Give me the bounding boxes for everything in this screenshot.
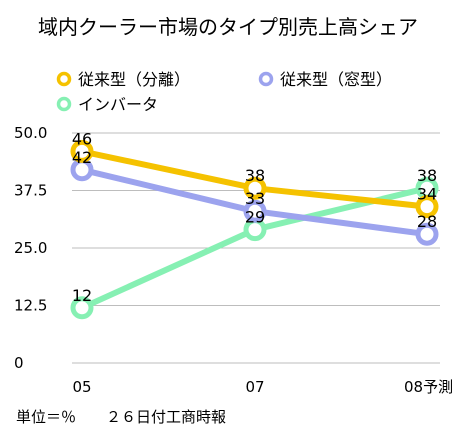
y-tick-label: 0 <box>14 354 24 372</box>
data-label: 34 <box>417 185 437 204</box>
data-point <box>415 222 439 246</box>
data-label: 28 <box>417 212 437 231</box>
legend-label: 従来型（分離） <box>78 70 190 89</box>
data-point <box>415 195 439 219</box>
data-point <box>243 176 267 200</box>
data-label: 42 <box>72 148 92 167</box>
footer-note: 単位＝％ ２６日付工商時報 <box>16 408 226 426</box>
x-axis: 05 07 08予測 <box>72 378 453 396</box>
x-tick-label: 07 <box>245 378 264 396</box>
data-label: 29 <box>245 208 265 227</box>
data-point <box>70 296 94 320</box>
legend-marker <box>56 71 72 87</box>
y-tick-label: 37.5 <box>14 182 47 200</box>
legend: 従来型（分離） 従来型（窓型） インバータ <box>56 70 392 114</box>
data-label: 12 <box>72 286 92 305</box>
y-tick-label: 25.0 <box>14 239 47 257</box>
y-axis: 0 12.5 25.0 37.5 50.0 <box>14 124 47 372</box>
gridlines <box>72 132 440 364</box>
legend-marker <box>56 96 72 112</box>
y-tick-label: 12.5 <box>14 297 47 315</box>
data-point <box>243 199 267 223</box>
data-label: 38 <box>245 166 265 185</box>
x-tick-label: 05 <box>72 378 91 396</box>
data-label: 46 <box>72 129 92 148</box>
legend-marker <box>258 71 274 87</box>
legend-label: インバータ <box>78 95 158 114</box>
data-label: 33 <box>245 189 265 208</box>
x-tick-label: 08予測 <box>404 378 453 396</box>
data-point <box>70 139 94 163</box>
legend-label: 従来型（窓型） <box>280 70 392 89</box>
chart-title: 域内クーラー市場のタイプ別売上高シェア <box>38 15 418 39</box>
data-label: 38 <box>417 166 437 185</box>
y-tick-label: 50.0 <box>14 124 47 142</box>
